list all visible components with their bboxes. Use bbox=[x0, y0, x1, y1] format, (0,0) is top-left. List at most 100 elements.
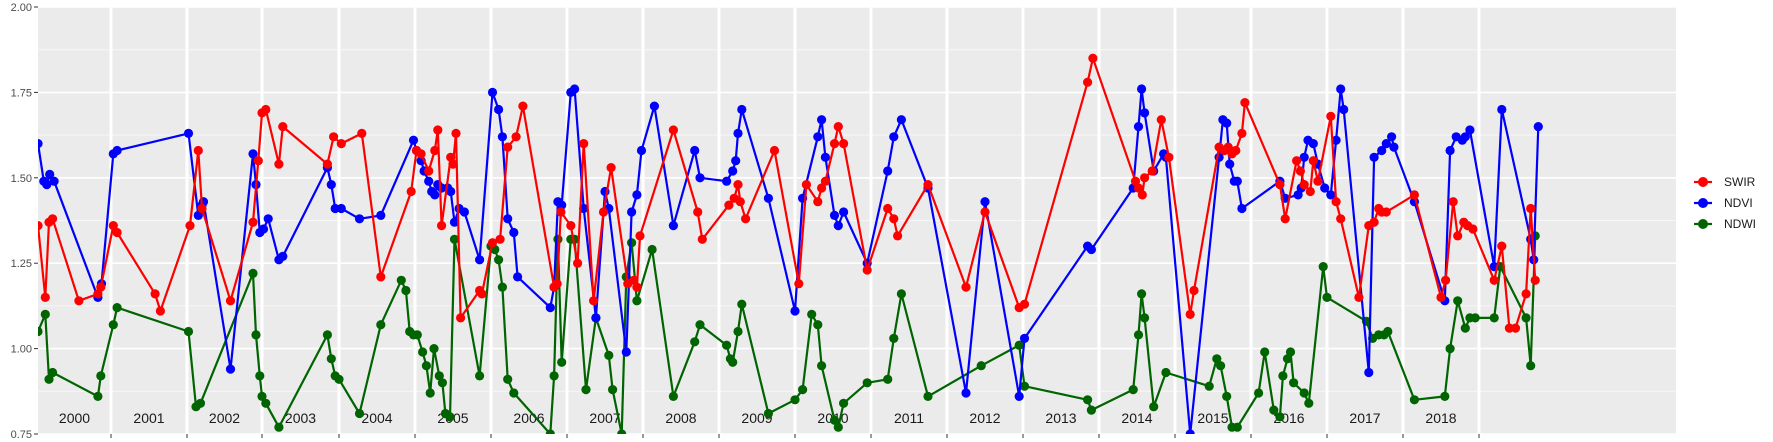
data-point bbox=[1445, 145, 1455, 156]
data-point bbox=[733, 326, 743, 337]
data-point bbox=[1292, 156, 1302, 166]
data-point bbox=[722, 340, 732, 350]
data-point bbox=[1019, 299, 1030, 309]
data-point bbox=[258, 224, 269, 234]
data-point bbox=[1369, 152, 1379, 162]
data-point bbox=[434, 371, 444, 381]
year-label: 2006 bbox=[513, 410, 544, 426]
data-point bbox=[1222, 391, 1232, 401]
data-point bbox=[412, 330, 422, 340]
data-point bbox=[695, 173, 705, 183]
data-point bbox=[1468, 224, 1478, 234]
data-point bbox=[829, 139, 840, 149]
data-point bbox=[1440, 391, 1450, 401]
data-point bbox=[376, 320, 386, 330]
year-label: 2002 bbox=[209, 410, 240, 426]
data-point bbox=[1326, 190, 1336, 200]
series-layer bbox=[38, 53, 1543, 434]
data-point bbox=[326, 354, 336, 364]
data-point bbox=[579, 139, 589, 149]
data-point bbox=[449, 217, 460, 227]
data-point bbox=[456, 313, 466, 323]
data-point bbox=[48, 367, 58, 378]
data-point bbox=[183, 128, 194, 138]
data-point bbox=[1237, 203, 1247, 214]
data-point bbox=[497, 282, 507, 292]
data-point bbox=[38, 326, 43, 337]
data-point bbox=[697, 234, 707, 244]
data-point bbox=[1275, 412, 1285, 422]
data-point bbox=[44, 374, 54, 384]
data-point bbox=[1460, 132, 1470, 142]
data-point bbox=[1185, 429, 1195, 434]
data-point bbox=[336, 139, 346, 149]
data-point bbox=[183, 326, 194, 337]
data-point bbox=[354, 408, 365, 419]
data-point bbox=[1521, 313, 1531, 323]
data-point bbox=[418, 347, 428, 357]
data-point bbox=[896, 115, 907, 125]
data-point bbox=[445, 412, 455, 422]
data-point bbox=[1308, 156, 1318, 166]
data-point bbox=[649, 101, 660, 111]
legend-key-point bbox=[1698, 219, 1708, 229]
data-point bbox=[503, 214, 513, 224]
data-point bbox=[693, 207, 703, 217]
data-point bbox=[1019, 333, 1030, 343]
data-point bbox=[695, 320, 705, 330]
data-point bbox=[1232, 176, 1242, 186]
year-label: 2007 bbox=[589, 410, 620, 426]
data-point bbox=[883, 374, 893, 384]
data-point bbox=[862, 378, 872, 388]
year-label: 2017 bbox=[1349, 410, 1380, 426]
data-point bbox=[589, 296, 599, 306]
data-point bbox=[1133, 330, 1144, 340]
data-point bbox=[737, 299, 747, 309]
year-label: 2014 bbox=[1121, 410, 1152, 426]
y-tick-label: 1.50 bbox=[11, 173, 32, 185]
data-point bbox=[1083, 77, 1093, 87]
data-point bbox=[1260, 347, 1270, 357]
data-point bbox=[396, 275, 406, 285]
legend-item-swir: SWIR bbox=[1694, 175, 1756, 189]
data-point bbox=[1086, 244, 1096, 255]
y-tick-label: 1.75 bbox=[11, 87, 32, 99]
data-point bbox=[733, 180, 743, 190]
legend: SWIR NDVI NDWI bbox=[1694, 175, 1756, 231]
data-point bbox=[728, 166, 738, 176]
data-point bbox=[446, 186, 456, 197]
data-point bbox=[1280, 214, 1290, 224]
data-point bbox=[731, 156, 741, 166]
data-point bbox=[518, 101, 528, 111]
data-point bbox=[976, 361, 986, 371]
data-point bbox=[545, 429, 555, 434]
data-point bbox=[261, 104, 271, 115]
data-point bbox=[449, 234, 460, 244]
data-point bbox=[225, 364, 236, 374]
data-point bbox=[889, 132, 899, 142]
data-point bbox=[38, 221, 43, 231]
data-point bbox=[813, 197, 823, 207]
data-point bbox=[42, 180, 52, 190]
data-point bbox=[1377, 145, 1387, 156]
data-point bbox=[509, 388, 519, 398]
data-point bbox=[790, 395, 800, 405]
data-point bbox=[790, 306, 800, 316]
data-point bbox=[1369, 217, 1379, 227]
data-point bbox=[636, 145, 647, 156]
year-label: 2012 bbox=[969, 410, 1000, 426]
data-point bbox=[437, 221, 447, 231]
data-point bbox=[728, 357, 738, 367]
data-point bbox=[668, 391, 679, 401]
data-point bbox=[376, 210, 386, 220]
data-point bbox=[556, 207, 566, 217]
data-point bbox=[1285, 347, 1296, 357]
data-point bbox=[1299, 180, 1309, 190]
data-point bbox=[1133, 183, 1144, 193]
legend-key-point bbox=[1698, 177, 1708, 187]
data-point bbox=[408, 135, 419, 145]
y-tick-label: 1.25 bbox=[11, 258, 32, 270]
data-point bbox=[96, 371, 106, 381]
data-point bbox=[896, 289, 907, 299]
year-label: 2011 bbox=[894, 410, 924, 426]
